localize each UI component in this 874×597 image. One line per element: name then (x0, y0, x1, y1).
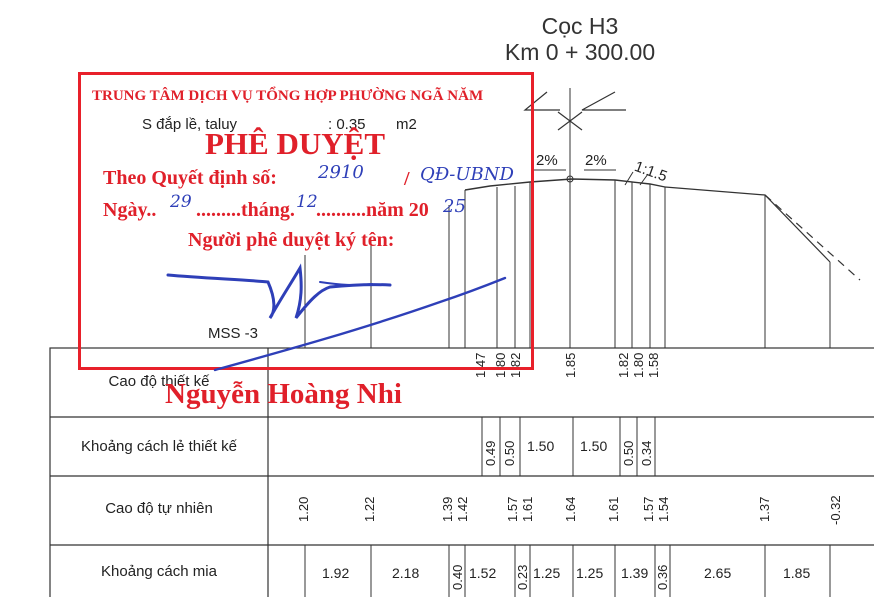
stamp-date-day: 29 (170, 192, 192, 212)
row-label-natural-elevation: Cao độ tự nhiên (105, 500, 213, 517)
data-table-frame (49, 347, 874, 597)
stamp-organization: TRUNG TÂM DỊCH VỤ TỔNG HỢP PHƯỜNG NGÃ NĂ… (92, 88, 484, 104)
centerline-point (566, 175, 574, 183)
stamp-decision-number: 2910 (318, 162, 364, 183)
table-cell: 1.50 (580, 438, 608, 454)
table-cell: 1.25 (533, 565, 561, 581)
marker-triangle-right (581, 91, 626, 111)
table-cell: 1.85 (783, 565, 811, 581)
stamp-date-year: 25 (443, 196, 466, 217)
table-cell: 2.18 (392, 565, 420, 581)
stamp-date-prefix: Ngày.. (103, 199, 157, 221)
station-km: Km 0 + 300.00 (504, 39, 656, 65)
area-value: : 0.35 (328, 116, 366, 133)
stamp-title: PHÊ DUYỆT (205, 126, 385, 161)
approval-stamp (78, 72, 534, 370)
stamp-signer-label: Người phê duyệt ký tên: (188, 229, 395, 251)
stamp-date-month-label: .........tháng. (196, 199, 295, 221)
table-cell: 2.65 (704, 565, 732, 581)
stamp-decision-suffix: QĐ-UBND (420, 164, 514, 185)
table-cell: 1.50 (527, 438, 555, 454)
row-label-design-offset: Khoảng cách lẻ thiết kế (81, 438, 237, 455)
stamp-decision-separator: / (404, 168, 410, 190)
area-unit: m2 (396, 116, 417, 133)
area-label: S đắp lề, taluy (142, 116, 238, 133)
table-cell: 1.25 (576, 565, 604, 581)
slope-right-label: 2% (585, 152, 607, 169)
side-slope-dashed (764, 194, 861, 281)
table-cell: 1.52 (469, 565, 497, 581)
row-label-staff-distance: Khoảng cách mia (101, 563, 217, 580)
stamp-signer-name: Nguyễn Hoàng Nhi (165, 378, 402, 410)
stamp-date-month: 12 (296, 192, 318, 212)
row-label-design-elevation: Cao độ thiết kế (108, 373, 210, 390)
table-cell: 1.39 (621, 565, 649, 581)
datum-label: MSS -3 (208, 325, 259, 342)
station-name: Cọc H3 (541, 13, 619, 39)
slope-left-label: 2% (536, 152, 558, 169)
table-cell: 1.92 (322, 565, 350, 581)
marker-triangle-left (523, 91, 560, 111)
stamp-decision-label: Theo Quyết định số: (103, 167, 277, 189)
stamp-date-year-label: ..........năm 20 (316, 199, 429, 221)
